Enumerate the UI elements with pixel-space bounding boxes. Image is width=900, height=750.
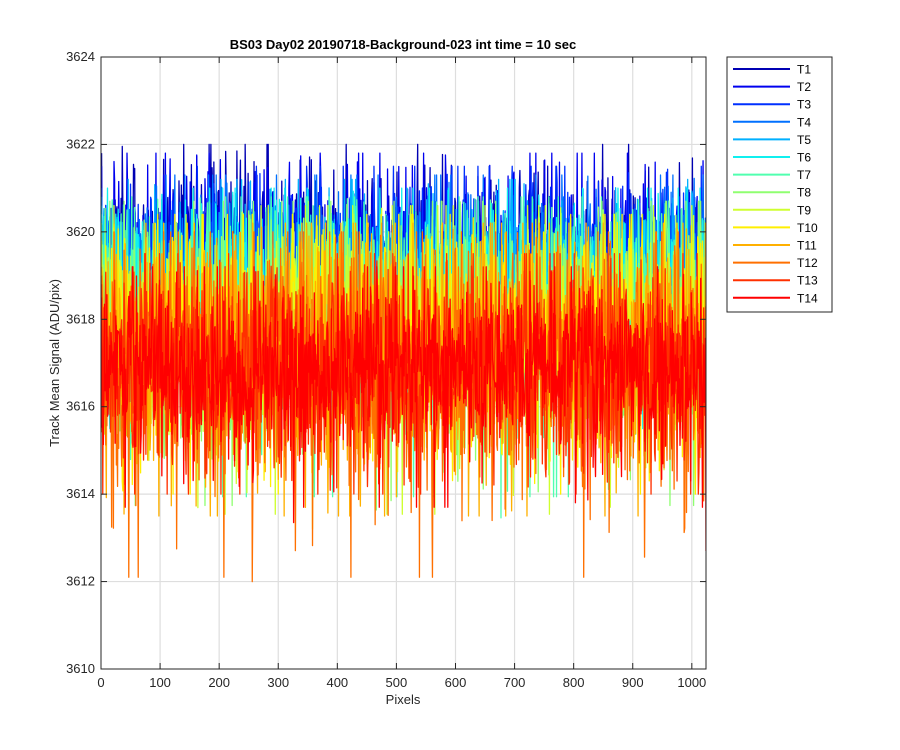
legend-label-t9: T9 <box>797 203 811 217</box>
x-tick-label: 300 <box>267 675 289 690</box>
legend-label-t5: T5 <box>797 133 811 147</box>
legend-label-t8: T8 <box>797 186 811 200</box>
series-lines <box>101 143 706 583</box>
legend-label-t14: T14 <box>797 291 818 305</box>
legend-box <box>726 56 833 313</box>
y-axis-label: Track Mean Signal (ADU/pix) <box>47 279 62 447</box>
legend: T1 T2 T3 T4 T5 T6 T7 T8 T9 T10 T11 T12 T13 T14 <box>726 56 833 313</box>
legend-label-t2: T2 <box>797 80 811 94</box>
y-tick-label: 3612 <box>66 574 95 589</box>
legend-entries: T1 T2 T3 T4 T5 T6 T7 T8 T9 T10 T11 T12 T13 T14 <box>733 63 818 305</box>
legend-label-t12: T12 <box>797 256 818 270</box>
plot-area: 0 100 200 300 400 500 600 700 800 900 1000 3610 3612… <box>66 49 707 690</box>
chart-title: BS03 Day02 20190718-Background-023 int t… <box>230 37 577 52</box>
x-tick-label: 400 <box>326 675 348 690</box>
axis-ticks: 0 100 200 300 400 500 600 700 800 900 1000 3610 3612… <box>66 49 706 690</box>
y-tick-label: 3618 <box>66 311 95 326</box>
y-tick-label: 3614 <box>66 486 95 501</box>
x-tick-label: 800 <box>563 675 585 690</box>
x-tick-label: 700 <box>504 675 526 690</box>
x-tick-label: 0 <box>97 675 104 690</box>
y-tick-label: 3616 <box>66 399 95 414</box>
x-tick-label: 200 <box>208 675 230 690</box>
legend-label-t11: T11 <box>797 239 817 253</box>
y-tick-label: 3610 <box>66 661 95 676</box>
x-tick-label: 500 <box>386 675 408 690</box>
x-tick-label: 900 <box>622 675 644 690</box>
plot-frame <box>100 56 707 670</box>
y-tick-label: 3622 <box>66 136 95 151</box>
y-tick-label: 3620 <box>66 224 95 239</box>
x-tick-label: 100 <box>149 675 171 690</box>
x-tick-label: 1000 <box>677 675 706 690</box>
legend-label-t7: T7 <box>797 168 811 182</box>
legend-label-t3: T3 <box>797 98 811 112</box>
legend-label-t1: T1 <box>797 63 811 77</box>
legend-label-t6: T6 <box>797 151 811 165</box>
y-tick-label: 3624 <box>66 49 95 64</box>
x-tick-label: 600 <box>445 675 467 690</box>
legend-label-t13: T13 <box>797 274 818 288</box>
series-line-t14 <box>101 266 706 551</box>
legend-label-t4: T4 <box>797 115 811 129</box>
x-axis-label: Pixels <box>386 692 421 707</box>
legend-label-t10: T10 <box>797 221 818 235</box>
